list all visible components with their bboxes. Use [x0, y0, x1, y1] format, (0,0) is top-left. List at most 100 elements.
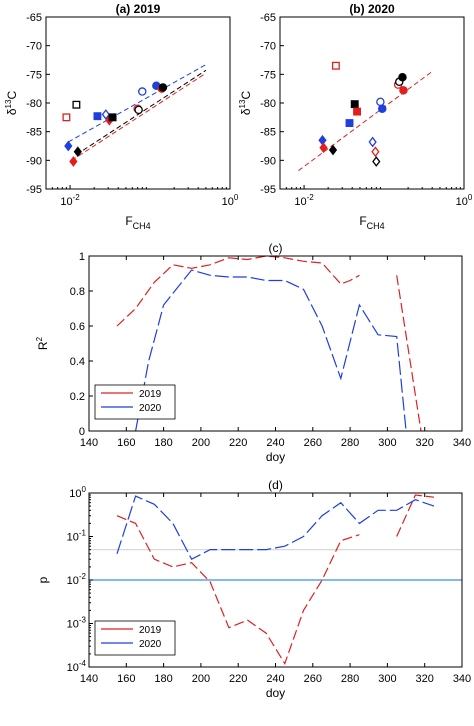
panel-c-series-line-2019 — [116, 256, 360, 327]
panel-b-ytick-label: -85 — [260, 127, 276, 139]
panel-a-point-circle — [134, 105, 143, 115]
panel-c-xtick-label: 160 — [117, 437, 135, 449]
panel-d-ytick-label-exp: 0 — [82, 485, 87, 494]
panel-d-legend-label: 2019 — [139, 625, 162, 636]
panel-a-xlabel-main: F — [125, 214, 132, 228]
panel-d-series-line-2020 — [116, 495, 435, 561]
panel-d-xlabel: doy — [266, 686, 285, 700]
panel-b-ytick-label: -90 — [260, 155, 276, 167]
panel-c-ytick-label: 1 — [79, 251, 85, 263]
panel-d-xtick-label: 160 — [117, 673, 135, 685]
panel-d-ytick-label: 10-4 — [67, 659, 87, 674]
panel-a-point-diamond — [69, 156, 78, 167]
panel-d-xtick-label: 200 — [192, 673, 210, 685]
panel-a-xlabel: FCH4 — [125, 214, 150, 231]
panel-d-xtick-label: 140 — [80, 673, 98, 685]
panel-d-ytick-label-base: 10 — [67, 575, 79, 587]
panel-d-ytick-label-exp: -4 — [79, 659, 87, 668]
panel-d-ytick-label: 100 — [69, 485, 86, 500]
panel-a-title: (a) 2019 — [116, 2, 161, 16]
panel-a-xtick-label: 10-2 — [60, 193, 80, 208]
panel-c-xtick-label: 260 — [304, 437, 322, 449]
panel-d-legend-box — [94, 620, 176, 656]
panel-b-title: (b) 2020 — [349, 2, 395, 16]
panel-c-xtick-label: 240 — [266, 437, 284, 449]
panel-d-ytick-label-base: 10 — [67, 662, 79, 674]
panel-d-xtick-label: 280 — [341, 673, 359, 685]
panel-d-ytick-label-base: 10 — [67, 619, 79, 631]
panel-c-xlabel: doy — [266, 450, 285, 464]
panel-b-point-diamond — [372, 156, 381, 167]
panel-c-ytick-label: 0 — [79, 426, 85, 438]
panel-b-ytick-label: -65 — [260, 12, 276, 24]
panel-a-point-circle — [138, 87, 147, 96]
panel-b-ylabel-rest: C — [239, 91, 253, 100]
panel-b-point-diamond — [318, 134, 327, 146]
panel-c-xtick-label: 140 — [80, 437, 98, 449]
panel-c-xtick-label: 180 — [154, 437, 172, 449]
panel-c-ylabel-sup: 2 — [35, 336, 44, 341]
panel-d-series-line-2019 — [396, 494, 435, 537]
panel-a-xtick-label-exp: 0 — [234, 193, 239, 202]
panel-a-point-circle — [158, 83, 168, 92]
panel-a-ytick-label: -65 — [26, 12, 42, 24]
panel-d-ytick-label-base: 10 — [69, 488, 81, 500]
panel-a-ytick-label: -85 — [26, 127, 42, 139]
panel-a-xtick-label-base: 10 — [60, 196, 72, 208]
panel-c-ylabel-main: R — [36, 341, 50, 350]
panel-b-point-square — [345, 119, 354, 128]
panel-c-series-line-2020 — [135, 269, 407, 431]
panel-c-series-line-2019 — [396, 275, 422, 431]
panel-b-point-square — [350, 100, 359, 109]
panel-b-point-circle — [376, 97, 385, 107]
panel-d-ytick-label: 10-2 — [67, 572, 87, 587]
panel-a-point-square — [108, 113, 117, 122]
panel-a-ytick-label: -95 — [26, 184, 42, 196]
panel-a-ytick-label: -75 — [26, 69, 42, 81]
panel-d-xtick-label: 240 — [266, 673, 284, 685]
panel-b-ylabel-sup: 13 — [238, 99, 247, 108]
panel-a-ylabel-sup: 13 — [4, 99, 13, 108]
panel-a-point-diamond — [64, 140, 73, 152]
panel-a-ylabel: δ13C — [4, 91, 19, 116]
panel-a-xlabel-sub: CH4 — [133, 221, 151, 231]
panel-b-ylabel-main: δ — [239, 108, 253, 115]
panel-d-ytick-label-exp: -1 — [79, 529, 87, 538]
panel-b-point-circle — [378, 104, 387, 113]
panel-c-xtick-label: 300 — [378, 437, 396, 449]
panel-b-xtick-label-exp: 0 — [468, 193, 473, 202]
panel-d-ylabel-text: p — [36, 576, 50, 583]
panel-b-xtick-label-base: 10 — [456, 196, 468, 208]
panel-a-fit-line — [76, 69, 207, 156]
panel-d-ytick-label: 10-1 — [67, 529, 87, 544]
panel-b-point-diamond — [319, 142, 328, 154]
panel-b-point-diamond — [368, 136, 377, 148]
panel-d-series-line-2019 — [116, 515, 360, 665]
panel-a-xtick-label-base: 10 — [222, 196, 234, 208]
panel-b-xtick-label: 10-2 — [294, 193, 314, 208]
panel-a-ylabel-rest: C — [5, 91, 19, 100]
panel-c-xtick-label: 340 — [453, 437, 471, 449]
panel-d-xtick-label: 300 — [378, 673, 396, 685]
panel-c-ytick-label: 0.6 — [70, 321, 85, 333]
panel-c-title: (c) — [269, 241, 283, 255]
panel-c: 140 160 180 200 220 240 260 280 300 320 340 0 0.2 0.4… — [35, 241, 471, 464]
panel-d-ytick-label-exp: -3 — [79, 616, 87, 625]
panel-a-fit-line — [68, 64, 207, 143]
panel-a-ytick-label: -80 — [26, 98, 42, 110]
panel-a-xtick-label-exp: -2 — [73, 193, 81, 202]
panel-b-frame — [279, 16, 465, 190]
panel-c-legend-label: 2020 — [139, 403, 162, 414]
panel-c-ytick-label: 0.4 — [70, 356, 85, 368]
panel-a-ytick-label: -90 — [26, 155, 42, 167]
panel-d-ylabel: p — [36, 576, 50, 583]
panel-b-fit-line — [298, 71, 433, 172]
panel-d-legend-label: 2020 — [139, 639, 162, 650]
panel-b-ytick-label: -70 — [260, 41, 276, 53]
panel-a-point-diamond — [101, 109, 110, 120]
panel-c-ylabel: R2 — [35, 336, 50, 350]
panel-a-point-square — [93, 112, 102, 121]
panel-a-point-square — [72, 100, 81, 109]
panel-d-xtick-label: 220 — [229, 673, 247, 685]
panel-d-xtick-label: 320 — [416, 673, 434, 685]
